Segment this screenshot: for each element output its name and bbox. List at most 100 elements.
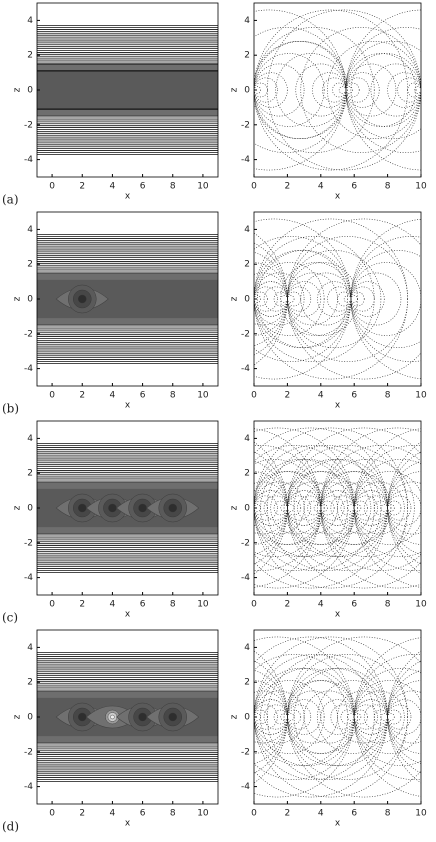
y-tick-label: 4 — [27, 643, 33, 653]
x-axis-label: x — [125, 819, 131, 829]
x-tick-label: 6 — [351, 600, 357, 610]
eye-ring — [138, 712, 147, 722]
x-axis-label: x — [125, 192, 131, 202]
field-line — [254, 27, 375, 153]
y-tick-label: -4 — [24, 364, 33, 374]
x-axis-label: x — [335, 819, 341, 829]
x-tick-label: 6 — [140, 182, 146, 192]
field-line — [420, 85, 421, 95]
field-line — [254, 286, 278, 312]
eye-ring — [78, 503, 87, 513]
x-tick-label: 2 — [285, 182, 291, 192]
x-tick-label: 6 — [140, 809, 146, 819]
eye-ring — [78, 294, 87, 304]
field-line — [287, 490, 322, 526]
x-tick-label: 0 — [251, 809, 257, 819]
field-line — [254, 680, 325, 754]
field-line — [287, 636, 421, 798]
field-line — [287, 281, 322, 317]
eye-ring — [168, 712, 177, 722]
field-line — [420, 85, 421, 95]
field-line — [254, 704, 278, 730]
field-line — [254, 82, 268, 98]
y-axis-label: z — [13, 296, 23, 301]
field-line — [370, 63, 421, 117]
field-line — [420, 88, 421, 92]
eye-ring — [78, 712, 87, 722]
y-tick-label: 0 — [27, 504, 33, 514]
eye-ring — [110, 714, 115, 720]
field-line — [254, 77, 278, 103]
field-line — [287, 690, 338, 744]
field-line — [300, 27, 421, 153]
field-line — [254, 40, 348, 140]
y-tick-label: 0 — [27, 713, 33, 723]
x-tick-label: 4 — [318, 182, 324, 192]
x-tick-label: 10 — [197, 809, 209, 819]
field-line — [353, 481, 405, 535]
plot-area — [254, 212, 421, 386]
plot-area — [37, 3, 218, 177]
panel-label: (d) — [2, 820, 19, 834]
field-line — [420, 83, 421, 97]
y-axis-label: z — [230, 714, 240, 719]
y-tick-label: -4 — [24, 782, 33, 792]
y-tick-label: 4 — [27, 434, 33, 444]
plot-area — [254, 3, 421, 177]
x-tick-label: 0 — [49, 391, 55, 401]
y-tick-label: -4 — [241, 573, 250, 583]
field-line — [254, 427, 388, 589]
x-tick-label: 2 — [79, 600, 85, 610]
y-tick-label: 2 — [27, 260, 33, 270]
field-line — [287, 699, 322, 735]
field-line — [353, 690, 405, 744]
y-tick-label: 0 — [244, 295, 250, 305]
x-tick-label: 10 — [415, 182, 427, 192]
y-tick-label: 2 — [27, 469, 33, 479]
y-axis-label: z — [230, 505, 240, 510]
field-line — [420, 84, 421, 96]
field-line — [254, 63, 305, 117]
field-line — [254, 636, 388, 798]
field-line — [350, 281, 385, 317]
field-line — [254, 232, 288, 366]
field-line — [420, 83, 421, 97]
plot-area — [254, 630, 421, 804]
x-tick-label: 4 — [318, 809, 324, 819]
field-line — [414, 86, 421, 94]
panel-label: (a) — [2, 193, 19, 207]
y-tick-label: 4 — [244, 643, 250, 653]
field-line — [287, 427, 421, 589]
y-axis-label: z — [230, 87, 240, 92]
x-tick-label: 8 — [170, 391, 176, 401]
field-line — [254, 636, 355, 798]
y-tick-label: 2 — [27, 678, 33, 688]
field-line — [420, 87, 421, 93]
plot-right: 0 2 4 6 8 10 -4 -2 0 2 4 x z — [230, 629, 427, 829]
x-tick-label: 2 — [79, 182, 85, 192]
x-tick-label: 8 — [385, 809, 391, 819]
field-line — [387, 481, 421, 535]
panel-label: (c) — [2, 611, 18, 625]
x-tick-label: 6 — [351, 809, 357, 819]
x-tick-label: 8 — [170, 809, 176, 819]
y-tick-label: 2 — [27, 51, 33, 61]
field-line — [320, 427, 421, 589]
mid-band — [37, 70, 218, 110]
x-tick-label: 6 — [140, 600, 146, 610]
field-line — [254, 690, 305, 744]
y-axis-label: z — [13, 87, 23, 92]
y-tick-label: 0 — [244, 713, 250, 723]
x-tick-label: 6 — [351, 391, 357, 401]
x-tick-label: 8 — [385, 600, 391, 610]
y-tick-label: -4 — [24, 573, 33, 583]
y-tick-label: 2 — [244, 51, 250, 61]
x-tick-label: 10 — [415, 600, 427, 610]
y-axis-label: z — [230, 296, 240, 301]
field-line — [420, 87, 421, 93]
y-tick-label: -2 — [241, 538, 250, 548]
y-tick-label: 4 — [27, 225, 33, 235]
